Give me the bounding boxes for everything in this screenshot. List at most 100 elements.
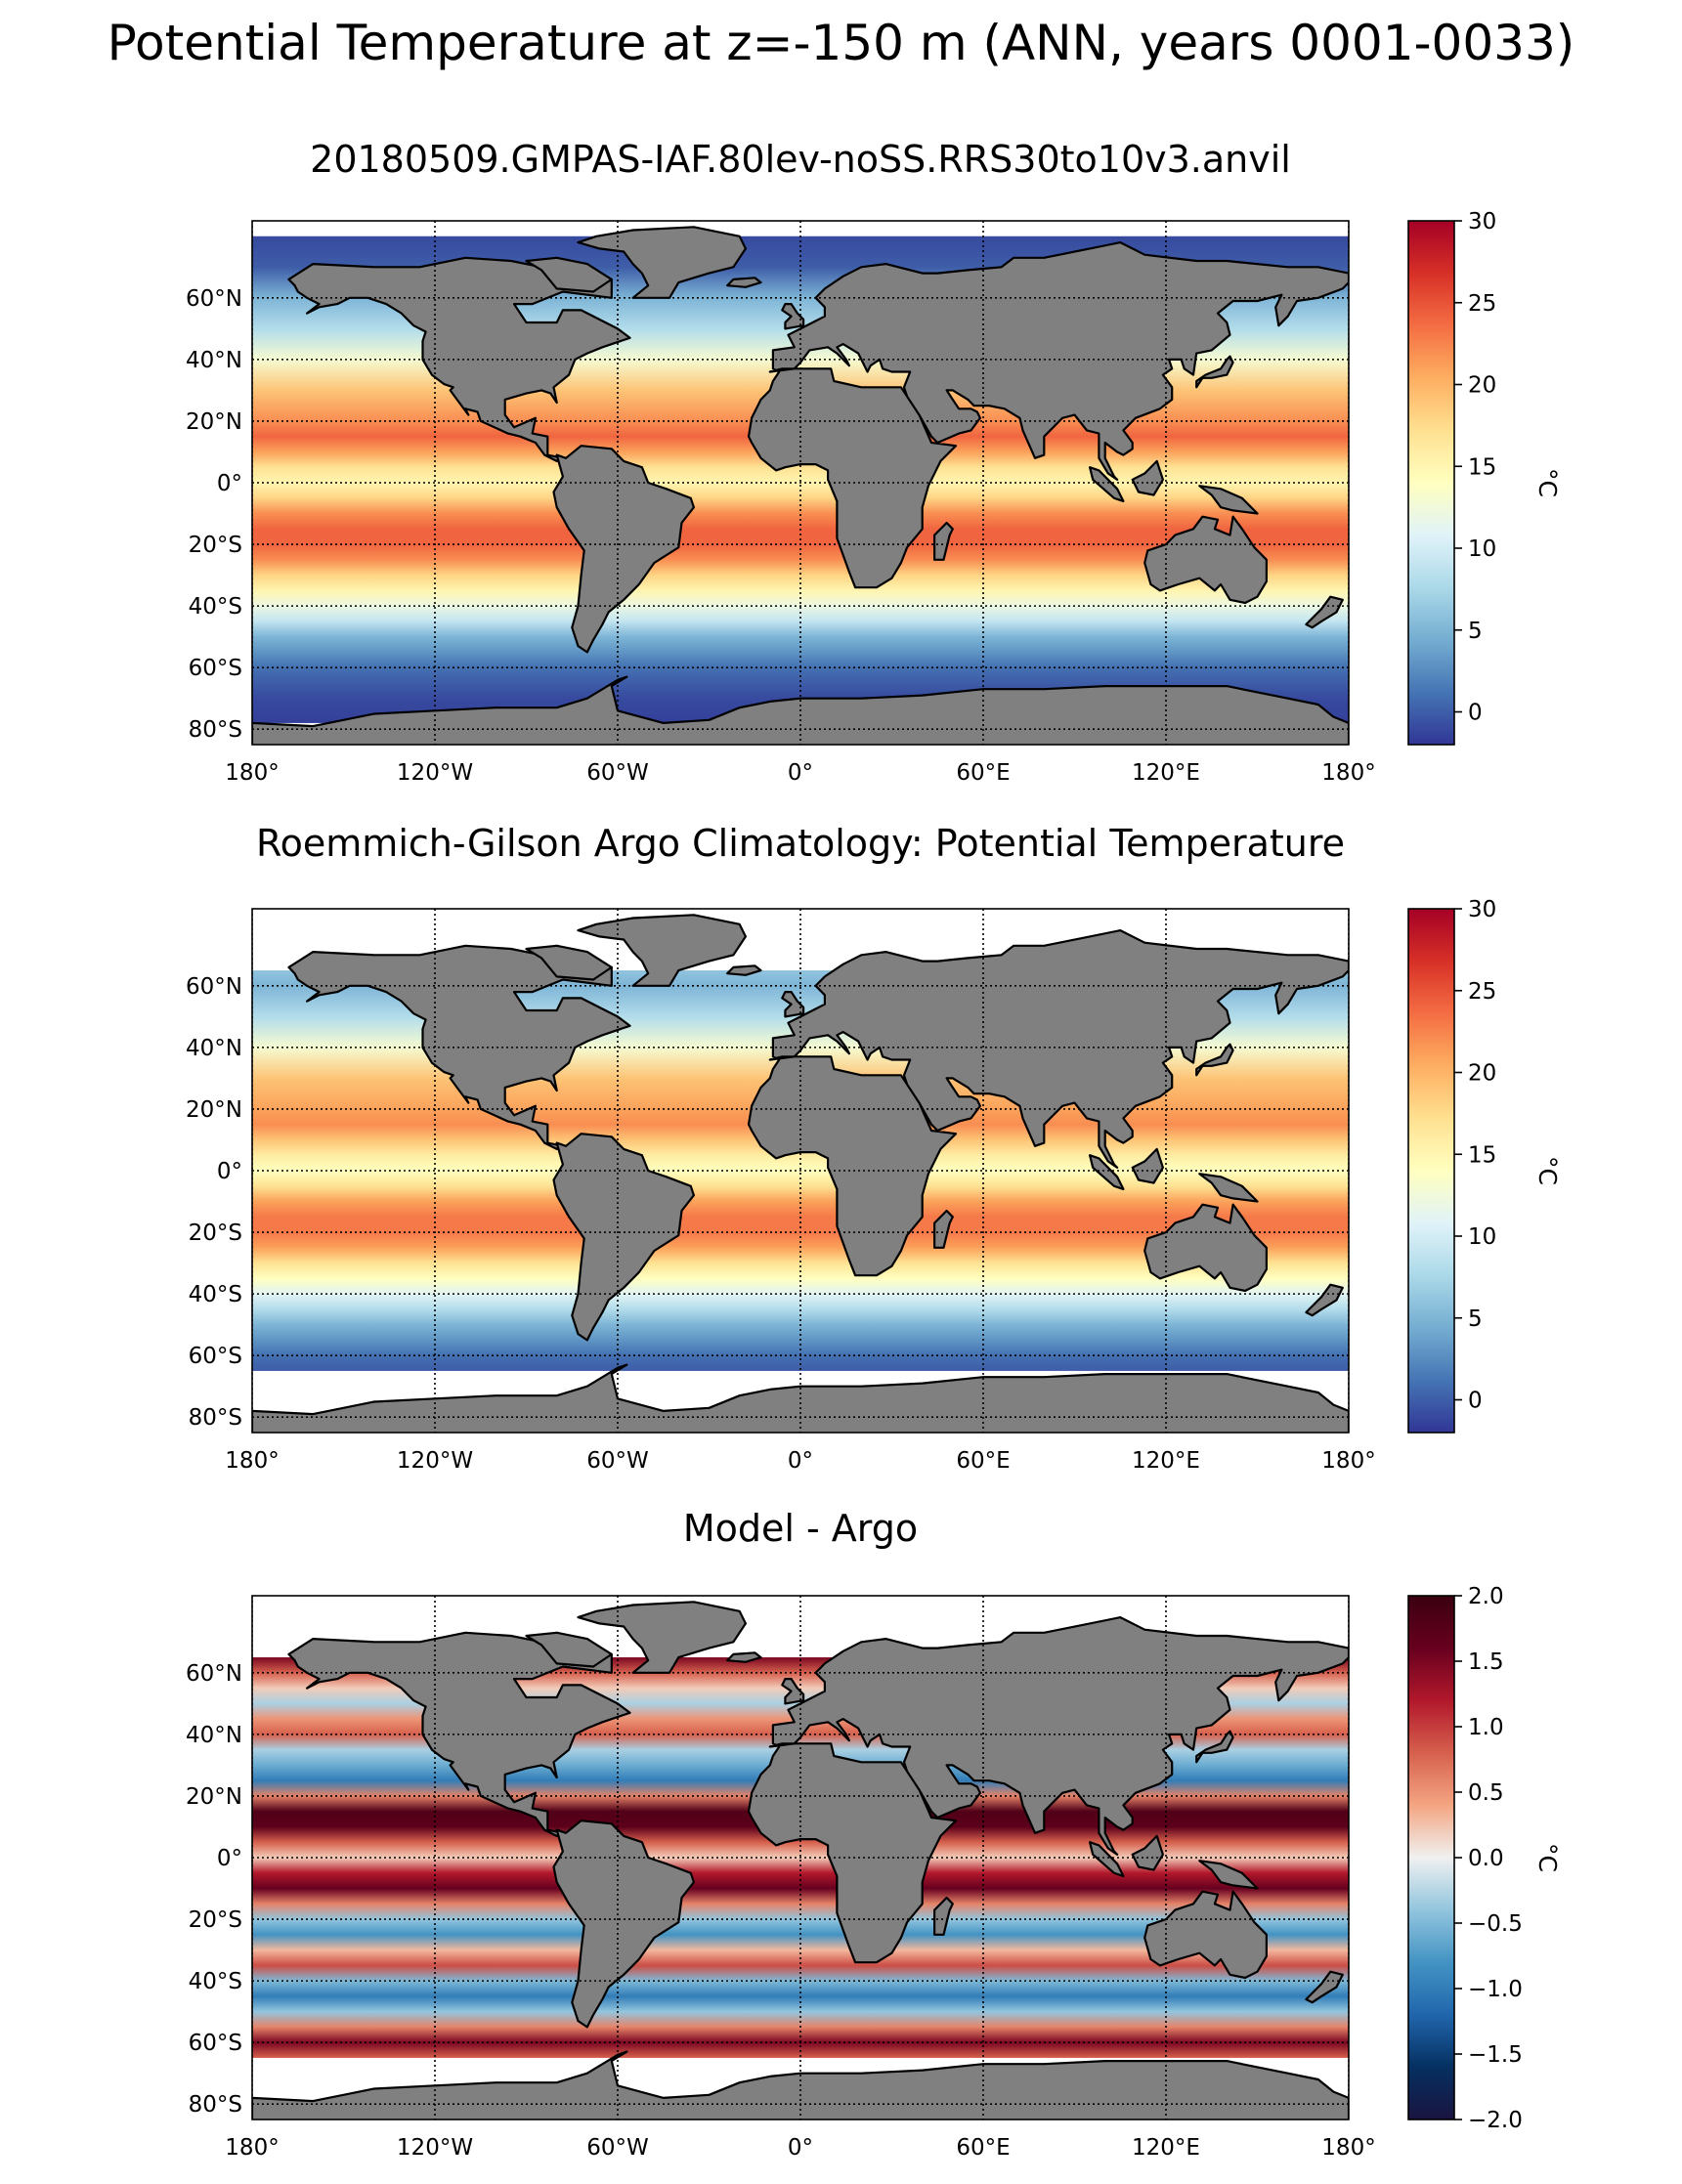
colorbar: 2.0 1.5 1.0 0.5 0.0 −0.5 −1.0 −1.5 −2.0 °C: [1407, 1584, 1562, 2133]
axes-frame: [251, 220, 1350, 746]
colorbar-tick-label: 0: [1468, 1389, 1483, 1414]
x-tick-label: 120°E: [1132, 2135, 1200, 2161]
x-tick-label: 120°E: [1132, 760, 1200, 786]
new-guinea-land: [1198, 485, 1259, 515]
baffin-island-land: [525, 256, 613, 293]
greenland-land: [577, 1601, 748, 1674]
colorbar-tick-label: 5: [1468, 619, 1483, 644]
colorbar-gradient: [1407, 908, 1455, 1434]
madagascar-land: [932, 521, 954, 561]
colorbar-tick-label: 5: [1468, 1306, 1483, 1332]
y-tick-label: 60°N: [186, 286, 242, 312]
borneo-land: [1131, 459, 1165, 496]
colorbar-tick-label: 25: [1468, 979, 1496, 1005]
colorbar: 30 25 20 15 10 5 0 °C: [1407, 897, 1562, 1434]
x-tick-label: 120°W: [397, 2135, 473, 2161]
colorbar-tick-label: −2.0: [1468, 2108, 1523, 2133]
sumatra-land: [1088, 1841, 1125, 1878]
japan-land: [1195, 355, 1234, 389]
great-britain-land: [781, 303, 805, 330]
iceland-land: [726, 1651, 762, 1663]
madagascar-land: [932, 1209, 954, 1249]
colorbar: 30 25 20 15 10 5 0 °C: [1407, 209, 1562, 746]
y-tick-label: 60°S: [189, 656, 242, 681]
colorbar-tick-label: 10: [1468, 536, 1496, 562]
x-tick-label: 60°W: [586, 760, 649, 786]
colorbar-label: °C: [1533, 1843, 1562, 1872]
colorbar-label: °C: [1533, 1156, 1562, 1185]
x-tick-label: 60°E: [956, 760, 1010, 786]
japan-land: [1195, 1043, 1234, 1077]
x-tick-label: 0°: [788, 760, 813, 786]
panel-1: 180° 120°W 60°W 0° 60°E 120°E 180° 60°N 40°N 20°N…: [186, 209, 1562, 786]
iceland-land: [726, 277, 762, 288]
x-tick-label: 60°E: [956, 2135, 1010, 2161]
y-tick-label: 20°N: [186, 1097, 242, 1123]
y-tick-label: 40°S: [189, 1282, 242, 1307]
y-tick-label: 40°N: [186, 1036, 242, 1061]
colorbar-tick-label: 20: [1468, 373, 1496, 399]
greenland-land: [577, 226, 748, 299]
baffin-island-land: [525, 1631, 613, 1668]
new-guinea-land: [1198, 1860, 1259, 1890]
south-america-land: [552, 1133, 696, 1342]
panel-3: 180° 120°W 60°W 0° 60°E 120°E 180° 60°N 40°N 20°N…: [186, 1584, 1562, 2161]
y-tick-label: 40°S: [189, 1969, 242, 1994]
x-tick-label: 180°: [1321, 2135, 1375, 2161]
australia-land: [1143, 515, 1269, 605]
baffin-island-land: [525, 944, 613, 981]
x-tick-label: 120°E: [1132, 1448, 1200, 1474]
y-tick-label: 20°N: [186, 409, 242, 435]
colorbar-tick-label: 20: [1468, 1061, 1496, 1087]
x-tick-label: 180°: [225, 760, 279, 786]
y-tick-label: 20°S: [189, 1220, 242, 1246]
y-tick-label: 0°: [217, 471, 242, 496]
colorbar-tick-label: −1.0: [1468, 1977, 1523, 2002]
colorbar-tick-label: −0.5: [1468, 1911, 1523, 1937]
map-area: [252, 221, 1349, 745]
great-britain-land: [781, 990, 805, 1018]
x-tick-label: 0°: [788, 1448, 813, 1474]
gridlines: [252, 1596, 1349, 2120]
colorbar-tick-label: 0: [1468, 701, 1483, 726]
colorbar-tick-label: 1.0: [1468, 1715, 1504, 1740]
colorbar-tick-label: 0.5: [1468, 1780, 1504, 1806]
colorbar-tick-label: 15: [1468, 454, 1496, 480]
panel-2: 180° 120°W 60°W 0° 60°E 120°E 180° 60°N 40°N 20°N…: [186, 897, 1562, 1474]
y-tick-label: 20°S: [189, 1907, 242, 1933]
x-tick-label: 180°: [225, 2135, 279, 2161]
new-zealand-land: [1305, 1970, 1344, 2004]
greenland-land: [577, 914, 748, 987]
panel-1-title: 20180509.GMPAS-IAF.80lev-noSS.RRS30to10v…: [310, 138, 1291, 181]
new-zealand-land: [1305, 595, 1344, 629]
colorbar-gradient: [1407, 220, 1455, 746]
colorbar-gradient: [1407, 1595, 1455, 2120]
south-america-land: [552, 445, 696, 654]
gridlines: [252, 221, 1349, 745]
colorbar-label: °C: [1533, 468, 1562, 497]
x-tick-label: 180°: [1321, 760, 1375, 786]
y-tick-label: 20°S: [189, 533, 242, 558]
iceland-land: [726, 964, 762, 976]
colorbar-tick-label: 30: [1468, 209, 1496, 235]
y-tick-label: 80°S: [189, 717, 242, 743]
y-tick-label: 60°S: [189, 2031, 242, 2056]
colorbar-tick-label: 0.0: [1468, 1846, 1504, 1871]
x-tick-label: 180°: [225, 1448, 279, 1474]
japan-land: [1195, 1730, 1234, 1764]
y-tick-label: 60°N: [186, 1661, 242, 1687]
sumatra-land: [1088, 1154, 1125, 1191]
panel-2-title: Roemmich-Gilson Argo Climatology: Potent…: [255, 822, 1346, 865]
colorbar-tick-label: −1.5: [1468, 2042, 1523, 2068]
x-tick-label: 120°W: [397, 1448, 473, 1474]
borneo-land: [1131, 1147, 1165, 1184]
x-tick-label: 0°: [788, 2135, 813, 2161]
gridlines: [252, 909, 1349, 1433]
axes-frame: [251, 1595, 1350, 2120]
y-tick-label: 40°N: [186, 348, 242, 373]
great-britain-land: [781, 1677, 805, 1705]
y-tick-label: 0°: [217, 1159, 242, 1184]
land: [252, 914, 1349, 1433]
